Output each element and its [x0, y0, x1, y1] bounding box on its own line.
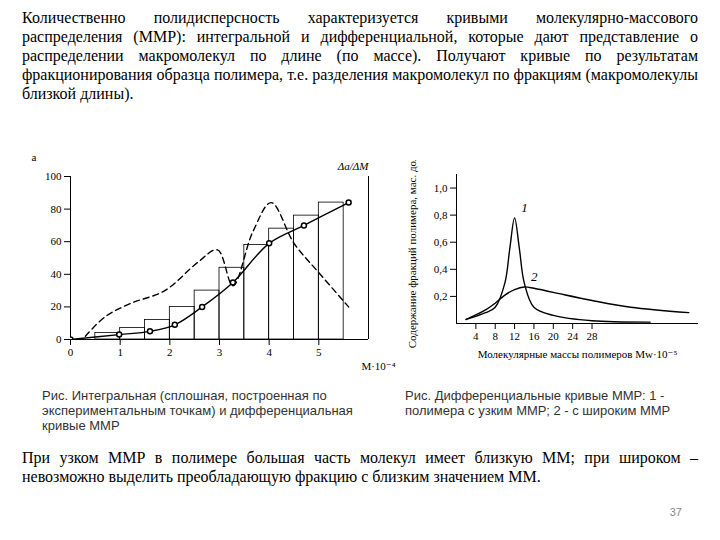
svg-text:1: 1 — [521, 200, 528, 215]
svg-text:a: a — [32, 151, 37, 163]
html-text:При узком ММР в полимере больш: При узком ММР в полимере большая часть м… — [22, 449, 698, 485]
html-text:37: 37 — [669, 506, 682, 518]
svg-text:0: 0 — [68, 346, 74, 358]
svg-text:4: 4 — [473, 330, 479, 342]
svg-text:40: 40 — [51, 268, 63, 280]
svg-text:0,4: 0,4 — [434, 263, 448, 275]
svg-text:8: 8 — [492, 330, 498, 342]
svg-text:1,0: 1,0 — [434, 182, 448, 194]
svg-text:20: 20 — [51, 300, 63, 312]
svg-text:0: 0 — [56, 333, 62, 345]
svg-text:5: 5 — [316, 346, 322, 358]
svg-text:16: 16 — [528, 330, 540, 342]
svg-text:0,2: 0,2 — [434, 290, 448, 302]
svg-text:1: 1 — [117, 346, 123, 358]
svg-text:Молекулярные массы полимеров M: Молекулярные массы полимеров Mw·10⁻⁵ — [478, 348, 678, 360]
svg-text:0,8: 0,8 — [434, 209, 448, 221]
svg-text:100: 100 — [45, 170, 62, 182]
svg-text:60: 60 — [51, 235, 63, 247]
svg-text:3: 3 — [217, 346, 223, 358]
svg-text:28: 28 — [587, 330, 599, 342]
html-text:Количественно полидисперсность: Количественно полидисперсность характери… — [22, 9, 698, 102]
svg-text:24: 24 — [567, 330, 579, 342]
svg-text:12: 12 — [509, 330, 520, 342]
svg-text:0,6: 0,6 — [434, 236, 448, 248]
svg-text:4: 4 — [266, 346, 272, 358]
html-text:Рис. Интегральная (сплошная, п: Рис. Интегральная (сплошная, построенная… — [42, 388, 353, 433]
svg-text:2: 2 — [531, 269, 538, 284]
svg-text:2: 2 — [167, 346, 173, 358]
svg-text:20: 20 — [548, 330, 560, 342]
svg-text:Содержание фракций полимера, м: Содержание фракций полимера, мас. доли — [406, 160, 418, 348]
svg-text:M·10⁻⁴: M·10⁻⁴ — [361, 360, 395, 372]
svg-text:80: 80 — [51, 203, 63, 215]
svg-text:Δa/ΔM: Δa/ΔM — [337, 160, 369, 172]
html-text:Рис. Дифференциальные кривые М: Рис. Дифференциальные кривые ММР: 1 - по… — [405, 388, 671, 418]
